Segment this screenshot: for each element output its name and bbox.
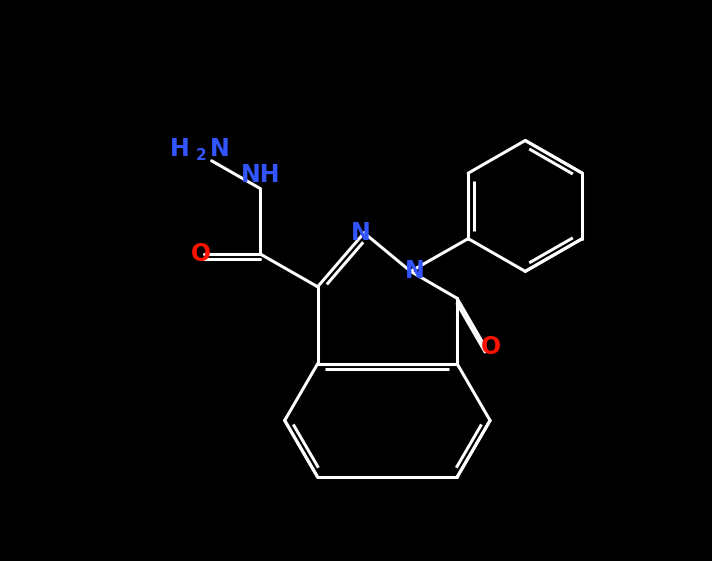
Text: NH: NH: [241, 163, 280, 187]
Text: O: O: [481, 334, 501, 358]
Text: N: N: [404, 259, 424, 283]
Text: N: N: [350, 221, 370, 245]
Text: O: O: [190, 242, 211, 266]
Text: H: H: [170, 137, 190, 161]
Text: 2: 2: [195, 148, 206, 163]
Text: N: N: [210, 137, 230, 161]
